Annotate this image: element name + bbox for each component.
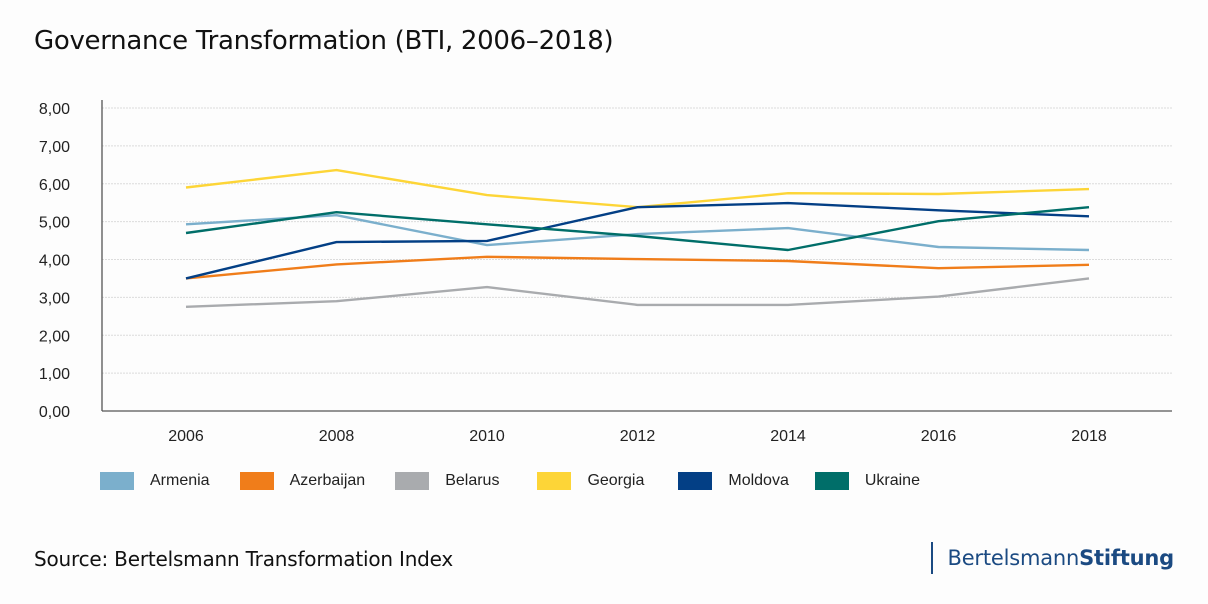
y-tick-label: 6,00 <box>39 177 70 194</box>
y-tick-label: 5,00 <box>39 215 70 232</box>
legend-item-georgia: Georgia <box>537 472 644 490</box>
y-tick-label: 4,00 <box>39 253 70 270</box>
legend-swatch <box>537 472 572 490</box>
legend-swatch <box>239 472 274 490</box>
y-tick-label: 7,00 <box>39 139 70 156</box>
legend: Armenia Azerbaijan Belarus Georgia Moldova Uk… <box>100 472 920 490</box>
y-tick-label: 1,00 <box>39 366 70 383</box>
brand-logo-bold: Stiftung <box>1079 546 1174 570</box>
legend-swatch <box>100 472 134 490</box>
y-tick-label: 3,00 <box>39 290 70 307</box>
x-tick-label: 2018 <box>1071 428 1107 445</box>
legend-item-azerbaijan: Azerbaijan <box>239 472 366 490</box>
series-line-moldova <box>185 201 1090 280</box>
series-line-armenia <box>185 213 1090 252</box>
y-tick-label: 0,00 <box>39 404 70 421</box>
x-tick-label: 2016 <box>921 428 957 445</box>
legend-item-belarus: Belarus <box>395 472 499 490</box>
x-tick-label: 2014 <box>770 428 806 445</box>
x-axis-ticks: 2006 2008 2010 2012 2014 2016 2018 <box>168 428 1107 445</box>
series-line-belarus <box>185 277 1090 308</box>
legend-label: Armenia <box>150 472 210 489</box>
brand-logo: Bertelsmann Stiftung <box>931 542 1174 574</box>
legend-label: Ukraine <box>864 472 920 489</box>
legend-label: Georgia <box>587 472 645 489</box>
legend-swatch <box>814 472 849 490</box>
source-note: Source: Bertelsmann Transformation Index <box>34 547 454 571</box>
gridlines <box>102 107 1172 374</box>
legend-label: Belarus <box>445 472 500 489</box>
legend-item-armenia: Armenia <box>100 472 210 490</box>
legend-swatch <box>678 472 713 490</box>
y-axis-ticks: 0,00 1,00 2,00 3,00 4,00 5,00 6,00 7,00 8,00 <box>39 101 70 421</box>
chart-title: Governance Transformation (BTI, 2006–201… <box>34 26 614 56</box>
legend-label: Azerbaijan <box>289 472 366 489</box>
x-tick-label: 2006 <box>168 428 204 445</box>
brand-logo-light: Bertelsmann <box>947 546 1080 570</box>
series-line-azerbaijan <box>185 255 1090 280</box>
series-lines <box>185 168 1090 308</box>
legend-item-ukraine: Ukraine <box>814 472 920 490</box>
x-tick-label: 2012 <box>620 428 656 445</box>
series-line-georgia <box>185 168 1090 209</box>
x-tick-label: 2010 <box>469 428 505 445</box>
y-tick-label: 8,00 <box>39 101 70 118</box>
x-tick-label: 2008 <box>319 428 355 445</box>
legend-label: Moldova <box>728 472 789 489</box>
legend-item-moldova: Moldova <box>678 472 789 490</box>
line-chart: 0,00 1,00 2,00 3,00 4,00 5,00 6,00 7,00 8,00 200… <box>39 100 1172 445</box>
legend-swatch <box>395 472 430 490</box>
y-tick-label: 2,00 <box>39 328 70 345</box>
series-line-ukraine <box>185 206 1090 252</box>
